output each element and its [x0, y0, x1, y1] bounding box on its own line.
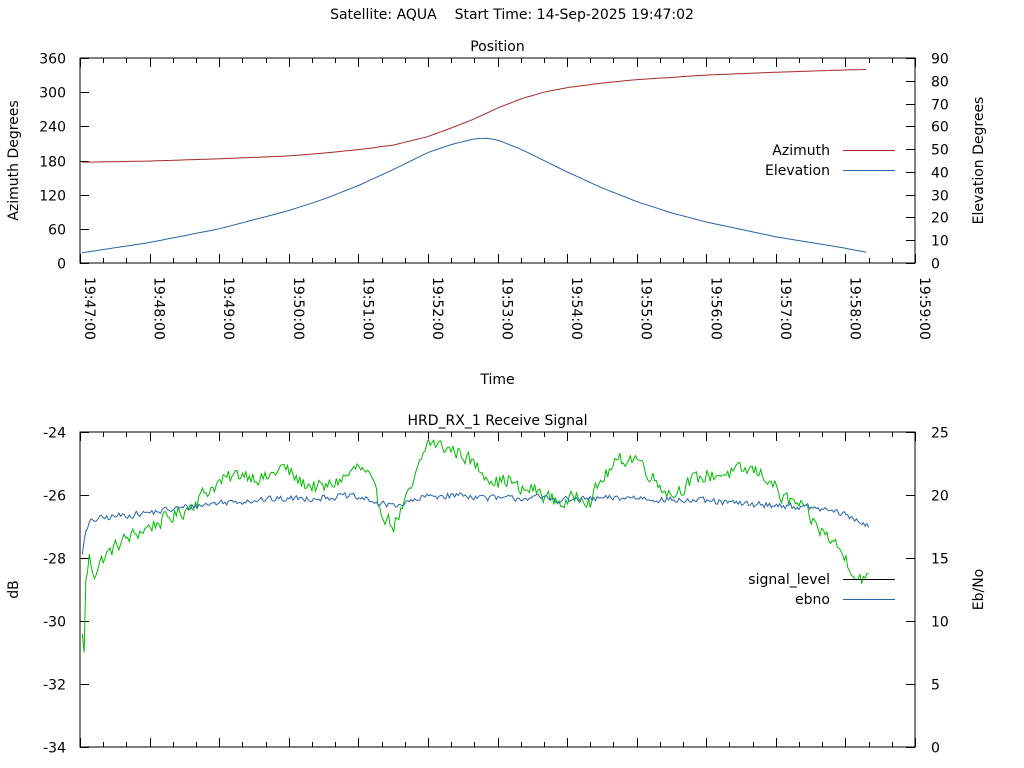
signal-y2-tick-label: 15 [931, 552, 949, 568]
position-y2-tick-label: 60 [931, 120, 949, 136]
signal-y2-tick-label: 20 [931, 489, 949, 505]
position-y2-tick-label: 50 [931, 143, 949, 159]
page-title: Satellite: AQUA Start Time: 14-Sep-2025 … [0, 7, 1024, 23]
position-x-tick-label: 19:57:00 [777, 277, 793, 340]
position-y2-tick-label: 80 [931, 75, 949, 91]
position-legend-label-elevation: Elevation [765, 163, 830, 179]
position-y2-tick-label: 40 [931, 166, 949, 182]
position-y-tick-label: 120 [39, 189, 66, 205]
position-y-tick-label: 240 [39, 120, 66, 136]
signal-y-tick-label: -32 [43, 678, 66, 694]
position-plot-frame [79, 57, 916, 264]
signal-chart-title: HRD_RX_1 Receive Signal [408, 413, 588, 429]
signal-y-axis-label: dB [6, 580, 22, 599]
position-x-tick-label: 19:52:00 [429, 277, 445, 340]
signal-y-tick-label: -30 [43, 615, 66, 631]
position-x-tick-label: 19:53:00 [499, 277, 515, 340]
position-y-tick-label: 180 [39, 155, 66, 171]
position-legend-label-azimuth: Azimuth [772, 143, 830, 159]
signal-y2-tick-label: 0 [931, 741, 940, 757]
position-y-axis-label: Azimuth Degrees [6, 100, 22, 220]
start-time-label: Start Time: 14-Sep-2025 19:47:02 [454, 7, 694, 23]
signal-y2-axis-label: Eb/No [971, 569, 987, 611]
signal-y2-tick-label: 25 [931, 426, 949, 442]
position-x-tick-label: 19:48:00 [151, 277, 167, 340]
position-y2-tick-label: 70 [931, 98, 949, 114]
position-y-tick-label: 300 [39, 86, 66, 102]
position-y2-axis-label: Elevation Degrees [971, 97, 987, 225]
position-x-tick-label: 19:55:00 [638, 277, 654, 340]
position-chart-title: Position [470, 39, 525, 55]
position-series-elevation-line [82, 137, 867, 254]
signal-y-tick-label: -26 [43, 489, 66, 505]
signal-y2-tick-label: 5 [931, 678, 940, 694]
satellite-label: Satellite: AQUA [330, 7, 437, 23]
signal-plot-frame [79, 431, 916, 748]
signal-y-tick-label: -28 [43, 552, 66, 568]
position-y-tick-label: 60 [48, 223, 66, 239]
position-x-tick-label: 19:58:00 [846, 277, 862, 340]
position-series-azimuth-line [82, 68, 867, 163]
position-x-tick-label: 19:47:00 [81, 277, 97, 340]
position-y2-tick-label: 20 [931, 211, 949, 227]
signal-series-signal_level-line [81, 437, 869, 653]
signal-legend-label-signal_level: signal_level [748, 572, 830, 588]
position-y2-tick-label: 30 [931, 189, 949, 205]
position-x-tick-label: 19:56:00 [707, 277, 723, 340]
signal-y2-tick-label: 10 [931, 615, 949, 631]
position-x-tick-label: 19:51:00 [359, 277, 375, 340]
position-x-tick-label: 19:50:00 [290, 277, 306, 340]
position-x-axis-label: Time [479, 372, 514, 388]
position-x-tick-label: 19:49:00 [220, 277, 236, 340]
signal-y-tick-label: -34 [43, 741, 66, 757]
signal-y-tick-label: -24 [43, 426, 66, 442]
position-x-tick-label: 19:54:00 [568, 277, 584, 340]
position-y-tick-label: 360 [39, 52, 66, 68]
position-y2-tick-label: 10 [931, 234, 949, 250]
position-y2-tick-label: 90 [931, 52, 949, 68]
signal-series-ebno-line [81, 491, 870, 555]
position-y2-tick-label: 0 [931, 257, 940, 273]
signal-legend-label-ebno: ebno [795, 592, 830, 608]
position-x-tick-label: 19:59:00 [916, 277, 932, 340]
position-y-tick-label: 0 [57, 257, 66, 273]
